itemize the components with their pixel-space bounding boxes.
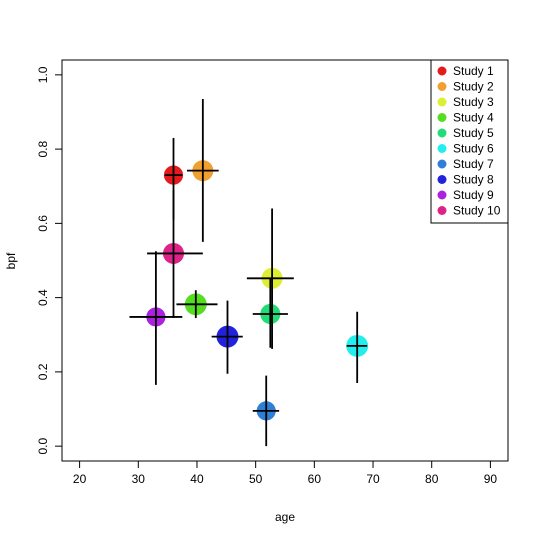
x-axis-title: age — [275, 510, 295, 524]
legend-label: Study 9 — [453, 188, 494, 202]
y-tick-label: 0.4 — [36, 289, 50, 306]
legend-label: Study 5 — [453, 126, 494, 140]
legend-swatch — [437, 66, 447, 76]
legend-swatch — [437, 175, 447, 184]
data-points — [129, 98, 369, 447]
y-axis: 0.0 0.2 0.4 0.6 0.8 1.0 — [36, 66, 62, 454]
legend-label: Study 6 — [453, 142, 494, 156]
legend-swatch — [437, 159, 447, 169]
legend-swatch — [437, 113, 447, 122]
legend-swatch — [437, 128, 447, 138]
x-tick-label: 80 — [425, 472, 439, 486]
legend-label: Study 1 — [453, 64, 494, 78]
legend-swatch — [437, 82, 447, 91]
legend-label: Study 8 — [453, 173, 494, 187]
y-tick-label: 0.6 — [36, 215, 50, 232]
legend-swatch — [437, 190, 447, 200]
legend-label: Study 10 — [453, 204, 501, 218]
x-tick-label: 70 — [366, 472, 380, 486]
legend-label: Study 7 — [453, 157, 494, 171]
x-tick-label: 90 — [484, 472, 498, 486]
x-tick-label: 50 — [249, 472, 263, 486]
x-tick-label: 60 — [308, 472, 322, 486]
y-axis-title: bpf — [4, 252, 18, 269]
x-tick-label: 30 — [132, 472, 146, 486]
legend-swatch — [437, 206, 447, 215]
plot-border — [61, 59, 509, 462]
legend-label: Study 3 — [453, 95, 494, 109]
legend-swatch — [437, 144, 447, 153]
x-tick-label: 20 — [73, 472, 87, 486]
legend-swatch — [437, 97, 447, 107]
y-tick-label: 0.2 — [36, 363, 50, 380]
legend-label: Study 4 — [453, 111, 494, 125]
x-axis: 20 30 40 50 60 70 80 90 — [73, 461, 497, 486]
y-tick-label: 0.0 — [36, 437, 50, 454]
y-tick-label: 1.0 — [36, 66, 50, 83]
y-tick-label: 0.8 — [36, 140, 50, 157]
x-tick-label: 40 — [190, 472, 204, 486]
legend-label: Study 2 — [453, 80, 494, 94]
